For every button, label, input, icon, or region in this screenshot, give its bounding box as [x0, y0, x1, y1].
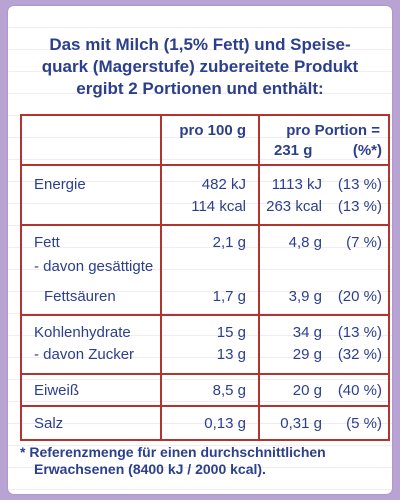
footnote-line-1: * Referenzmenge für einen durchschnittli…: [20, 444, 326, 460]
row-label-fett-sub1: - davon gesättigte: [34, 258, 154, 275]
fett-percent: (7 %): [346, 234, 382, 251]
intro-text: Das mit Milch (1,5% Fett) und Speise- qu…: [20, 34, 380, 100]
column-divider-1: [160, 116, 162, 439]
salz-portion: 0,31 g: [280, 415, 322, 432]
col-header-per-100g: pro 100 g: [179, 122, 246, 139]
row-divider-energie: [22, 224, 388, 226]
fettsaeuren-percent: (20 %): [337, 288, 382, 305]
col-header-per-portion: pro Portion =: [286, 122, 380, 139]
eiweiss-100g: 8,5 g: [212, 382, 246, 399]
column-divider-2: [258, 116, 260, 439]
row-label-zucker: - davon Zucker: [34, 346, 135, 363]
energie-kcal-100g: 114 kcal: [191, 198, 246, 215]
row-divider-eiweiss: [22, 405, 388, 407]
row-divider-fett: [22, 314, 388, 316]
row-label-salz: Salz: [34, 415, 64, 432]
kohlenhydrate-percent: (13 %): [337, 324, 382, 341]
row-divider-kohlenhydrate: [22, 373, 388, 375]
footnote-line-2: Erwachsenen (8400 kJ / 2000 kcal).: [34, 461, 266, 477]
intro-line-3: ergibt 2 Portionen und enthält:: [76, 79, 324, 98]
ruled-lines: [8, 6, 392, 494]
col-header-portion-size: 231 g: [274, 142, 313, 159]
row-label-eiweiss: Eiweiß: [34, 382, 80, 399]
energie-kj-100g: 482 kJ: [201, 176, 246, 193]
salz-100g: 0,13 g: [204, 415, 246, 432]
energie-kj-percent: (13 %): [337, 176, 382, 193]
nutrition-table: pro 100 g pro Portion = 231 g (%*) Energ…: [20, 114, 390, 441]
kohlenhydrate-portion: 34 g: [292, 324, 322, 341]
fettsaeuren-portion: 3,9 g: [288, 288, 322, 305]
row-label-energie: Energie: [34, 176, 86, 193]
eiweiss-portion: 20 g: [292, 382, 322, 399]
row-label-fett-sub2: Fettsäuren: [44, 288, 116, 305]
intro-line-1: Das mit Milch (1,5% Fett) und Speise-: [49, 35, 351, 54]
fett-100g: 2,1 g: [212, 234, 246, 251]
fett-portion: 4,8 g: [288, 234, 322, 251]
intro-line-2: quark (Magerstufe) zubereitete Produkt: [41, 57, 359, 76]
col-header-percent: (%*): [352, 142, 382, 159]
energie-kj-portion: 1113 kJ: [271, 176, 322, 193]
fettsaeuren-100g: 1,7 g: [212, 288, 246, 305]
zucker-100g: 13 g: [216, 346, 246, 363]
row-divider-header: [22, 164, 388, 166]
row-label-fett: Fett: [34, 234, 60, 251]
energie-kcal-portion: 263 kcal: [266, 198, 322, 215]
footnote: * Referenzmenge für einen durchschnittli…: [20, 444, 390, 478]
energie-kcal-percent: (13 %): [337, 198, 382, 215]
eiweiss-percent: (40 %): [337, 382, 382, 399]
zucker-portion: 29 g: [292, 346, 322, 363]
kohlenhydrate-100g: 15 g: [216, 324, 246, 341]
zucker-percent: (32 %): [337, 346, 382, 363]
salz-percent: (5 %): [346, 415, 382, 432]
row-label-kohlenhydrate: Kohlenhydrate: [34, 324, 131, 341]
